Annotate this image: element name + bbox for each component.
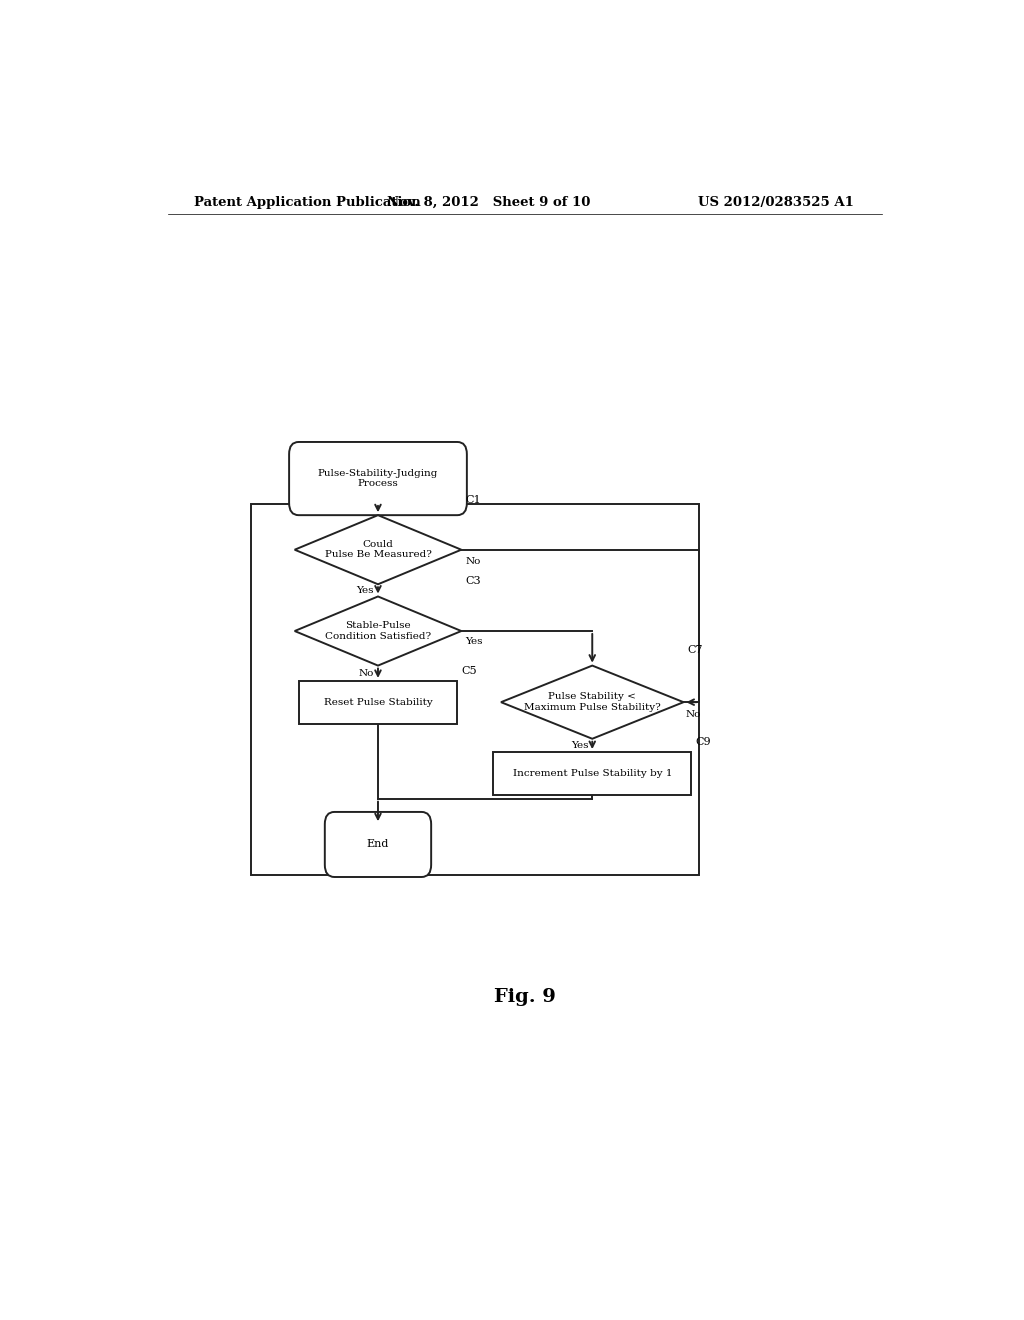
- Text: No: No: [465, 557, 480, 566]
- Text: Yes: Yes: [570, 741, 588, 750]
- Bar: [251, 504, 699, 875]
- Text: Pulse Stability <
Maximum Pulse Stability?: Pulse Stability < Maximum Pulse Stabilit…: [524, 693, 660, 711]
- Text: Fig. 9: Fig. 9: [494, 987, 556, 1006]
- Text: Yes: Yes: [356, 586, 374, 595]
- Text: Pulse-Stability-Judging
Process: Pulse-Stability-Judging Process: [317, 469, 438, 488]
- Text: Reset Pulse Stability: Reset Pulse Stability: [324, 698, 432, 706]
- Polygon shape: [295, 597, 461, 665]
- Text: C3: C3: [465, 577, 481, 586]
- Text: US 2012/0283525 A1: US 2012/0283525 A1: [698, 195, 854, 209]
- Text: C7: C7: [687, 645, 703, 656]
- Text: Patent Application Publication: Patent Application Publication: [194, 195, 421, 209]
- Text: No: No: [358, 669, 374, 677]
- Text: Could
Pulse Be Measured?: Could Pulse Be Measured?: [325, 540, 431, 560]
- Bar: [299, 681, 458, 723]
- Text: Stable-Pulse
Condition Satisfied?: Stable-Pulse Condition Satisfied?: [325, 622, 431, 640]
- Text: Increment Pulse Stability by 1: Increment Pulse Stability by 1: [512, 768, 672, 777]
- Text: Yes: Yes: [465, 636, 482, 645]
- Text: C1: C1: [465, 495, 481, 506]
- FancyBboxPatch shape: [289, 442, 467, 515]
- Polygon shape: [295, 515, 461, 585]
- Polygon shape: [501, 665, 684, 739]
- Text: No: No: [685, 710, 700, 719]
- FancyBboxPatch shape: [325, 812, 431, 876]
- Text: C9: C9: [695, 737, 711, 747]
- Bar: [494, 752, 691, 795]
- Text: End: End: [367, 840, 389, 850]
- Text: C5: C5: [462, 665, 477, 676]
- Text: Nov. 8, 2012   Sheet 9 of 10: Nov. 8, 2012 Sheet 9 of 10: [387, 195, 591, 209]
